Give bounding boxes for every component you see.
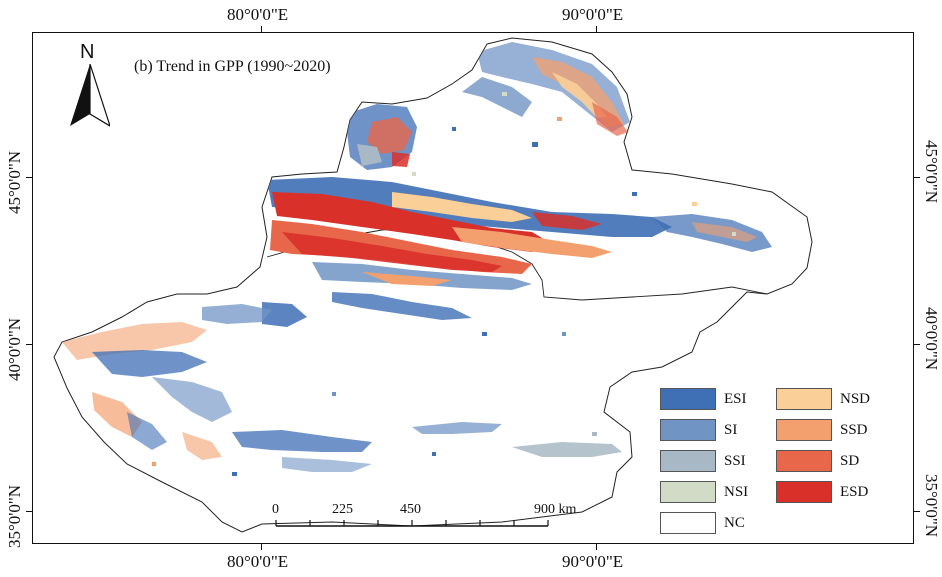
legend-swatch-esi	[660, 388, 716, 410]
gpp-trend-map	[53, 37, 813, 533]
scattered-pixels	[152, 92, 736, 476]
south-tianshan-patch	[202, 262, 532, 327]
scalebar-label-900km: 900 km	[534, 502, 577, 517]
altay-patch	[462, 42, 630, 136]
lat-label-left-35n: 35°0'0"N	[5, 484, 24, 548]
right-tick-40n	[914, 344, 920, 345]
scalebar-label-0: 0	[272, 502, 279, 517]
north-label: N	[80, 41, 95, 63]
lon-label-top-80e: 80°0'0"E	[227, 5, 289, 24]
legend-swatch-sd	[776, 450, 832, 472]
legend-label-sd: SD	[840, 453, 860, 469]
pamir-kunlun-patch	[62, 322, 232, 450]
left-tick-40n	[26, 344, 32, 345]
lon-label-top-90e: 90°0'0"E	[562, 5, 624, 24]
north-arrow-icon	[70, 64, 110, 127]
legend-label-nsi: NSI	[724, 484, 749, 500]
scalebar-label-450: 450	[400, 502, 421, 517]
legend-swatch-si	[660, 419, 716, 441]
right-tick-35n	[914, 511, 920, 512]
legend: ESI SI SSI NSI NC NSD SSD SD ESD	[660, 388, 890, 538]
bottom-tick-90e	[596, 544, 597, 550]
legend-label-ssd: SSD	[840, 422, 868, 438]
legend-swatch-ssi	[660, 450, 716, 472]
lon-label-bottom-80e: 80°0'0"E	[227, 552, 289, 571]
bottom-tick-80e	[261, 544, 262, 550]
left-tick-35n	[26, 511, 32, 512]
legend-label-ssi: SSI	[724, 453, 746, 469]
legend-swatch-nsd	[776, 388, 832, 410]
legend-label-nsd: NSD	[840, 391, 871, 407]
legend-swatch-ssd	[776, 419, 832, 441]
map-title: (b) Trend in GPP (1990~2020)	[134, 58, 331, 75]
top-tick-80e	[261, 26, 262, 32]
legend-label-nc: NC	[724, 515, 745, 531]
scalebar-graphic	[275, 520, 549, 527]
east-tianshan-patch	[652, 214, 772, 252]
legend-swatch-nsi	[660, 481, 716, 503]
legend-label-esd: ESD	[840, 484, 869, 500]
lat-label-right-45n: 45°0'0"N	[922, 140, 941, 204]
lat-label-left-45n: 45°0'0"N	[5, 150, 24, 214]
top-tick-90e	[596, 26, 597, 32]
legend-swatch-nc	[660, 512, 716, 534]
left-tick-45n	[26, 177, 32, 178]
junggar-west-patch	[347, 104, 417, 170]
right-tick-45n	[914, 177, 920, 178]
lat-label-left-40n: 40°0'0"N	[5, 317, 24, 381]
tianshan-north-patch	[267, 177, 672, 274]
legend-label-esi: ESI	[724, 391, 747, 407]
lon-label-bottom-90e: 90°0'0"E	[562, 552, 624, 571]
kunlun-south-patch	[182, 422, 622, 472]
lat-label-right-35n: 35°0'0"N	[922, 474, 941, 538]
legend-label-si: SI	[724, 422, 738, 438]
legend-swatch-esd	[776, 481, 832, 503]
lat-label-right-40n: 40°0'0"N	[922, 307, 941, 371]
scalebar-label-225: 225	[332, 502, 353, 517]
